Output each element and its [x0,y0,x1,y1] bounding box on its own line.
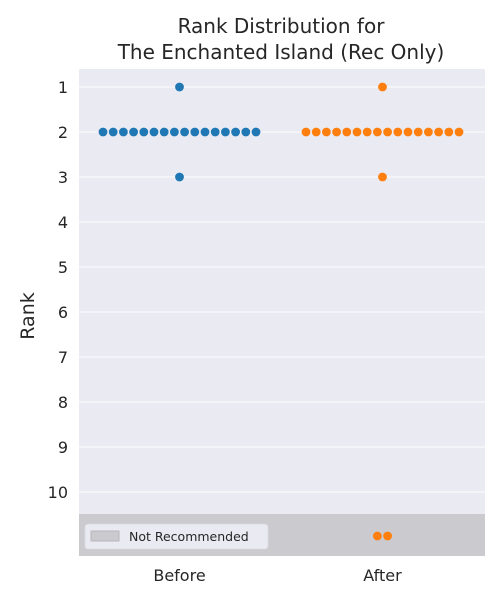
data-point [424,127,433,137]
data-point [311,127,321,137]
y-tick-label: 2 [58,123,68,142]
y-axis-label: Rank [17,292,39,339]
y-tick-label: 3 [58,168,68,187]
y-tick-labels: 1 2 3 4 5 6 7 8 9 10 [48,78,68,502]
data-point [108,127,118,137]
data-point [200,127,210,137]
data-point [190,127,200,137]
x-tick-labels: Before After [153,566,402,585]
x-tick-label: After [363,566,402,585]
data-point [383,127,392,137]
data-point [129,127,139,137]
y-tick-label: 4 [58,213,68,232]
data-point [454,127,464,137]
data-point [139,127,149,137]
data-point [362,127,372,137]
data-point [373,127,382,137]
data-point [342,127,352,137]
data-point [159,127,169,137]
data-point [175,172,184,182]
data-point [444,127,454,137]
data-point [175,82,184,92]
data-point [221,127,230,137]
y-tick-label: 6 [58,303,68,322]
data-point [98,127,108,137]
data-point [332,127,341,137]
data-point [231,127,241,137]
y-tick-label: 1 [58,78,68,97]
data-point [301,127,311,137]
data-point [170,127,179,137]
y-tick-label: 5 [58,258,68,277]
chart-title-line-1: Rank Distribution for [178,14,386,38]
data-point-not-recommended [383,531,392,541]
data-point-not-recommended [373,531,382,541]
data-point [352,127,362,137]
y-tick-label: 7 [58,348,68,367]
data-points [98,82,464,541]
grid-lines [79,86,485,493]
data-point [251,127,261,137]
data-point [434,127,443,137]
data-point [241,127,251,137]
legend: Not Recommended [84,523,269,550]
data-point [210,127,220,137]
data-point [180,127,190,137]
y-tick-label: 9 [58,438,68,457]
data-point [393,127,403,137]
data-point [119,127,128,137]
x-tick-label: Before [153,566,205,585]
data-point [378,82,387,92]
legend-label-not-recommended: Not Recommended [129,529,249,544]
data-point [378,172,387,182]
legend-box [84,523,269,550]
legend-swatch [90,530,120,542]
chart-title-line-2: The Enchanted Island (Rec Only) [117,40,445,64]
data-point [322,127,331,137]
y-tick-label: 8 [58,393,68,412]
data-point [149,127,159,137]
y-tick-label: 10 [48,483,68,502]
data-point [413,127,423,137]
data-point [403,127,413,137]
